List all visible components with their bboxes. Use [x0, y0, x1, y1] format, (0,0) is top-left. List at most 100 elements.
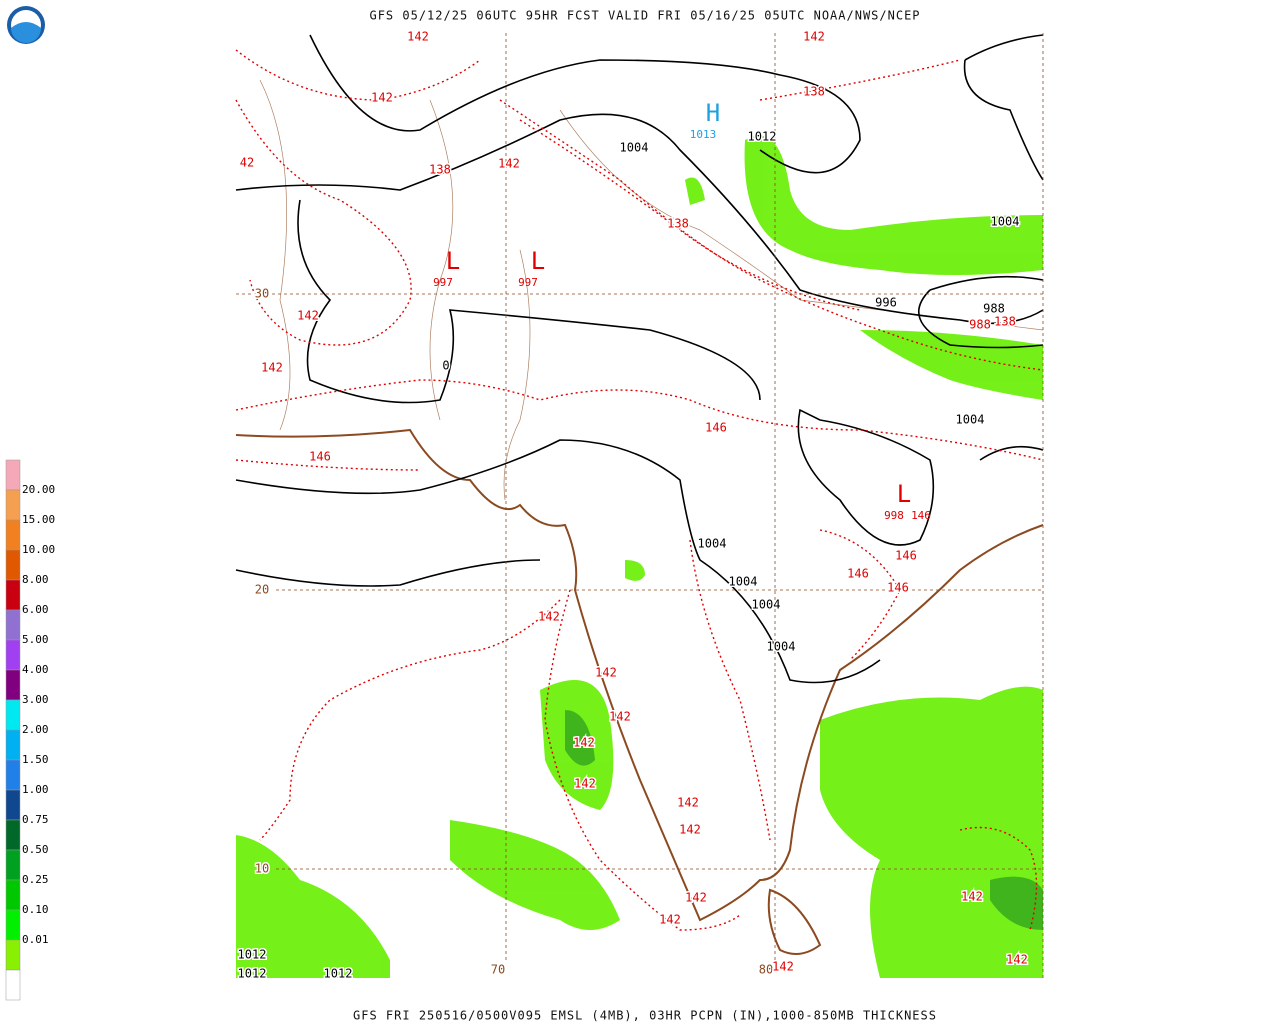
legend-swatch: [5, 879, 21, 911]
thickness-label: 138: [429, 163, 451, 177]
thickness-label: 142: [679, 823, 701, 837]
coastline: [235, 428, 1044, 955]
legend-label: 4.00: [22, 663, 49, 676]
legend-swatch: [5, 699, 21, 731]
legend-label: 15.00: [22, 513, 55, 526]
thickness-label: 142: [407, 30, 429, 44]
thickness-label: 142: [371, 91, 393, 105]
isobar-label: 1004: [767, 640, 796, 654]
pressure-center-symbol: L: [446, 247, 460, 275]
legend-swatch: [5, 849, 21, 881]
thickness-label: 142: [685, 891, 707, 905]
grid-label: 30: [255, 287, 269, 301]
legend-swatch: [5, 939, 21, 971]
isobar-label: 996: [875, 296, 897, 310]
thickness-label: 146: [705, 421, 727, 435]
thickness-label: 142: [659, 913, 681, 927]
thickness-label: 146: [309, 450, 331, 464]
pressure-center-value: 1013: [690, 128, 717, 141]
thickness-label: 142: [574, 777, 596, 791]
title: GFS 05/12/25 06UTC 95HR FCST VALID FRI 0…: [369, 9, 920, 23]
legend-swatch: [5, 759, 21, 791]
legend-label: 1.00: [22, 783, 49, 796]
legend-swatch: [5, 459, 21, 491]
pressure-center-value: 997: [433, 276, 453, 289]
legend-swatch: [5, 819, 21, 851]
precip-areas: [236, 135, 1043, 978]
pressure-center-value: 998: [884, 509, 904, 522]
legend-swatch: [5, 669, 21, 701]
legend-label: 0.50: [22, 843, 49, 856]
isobar-label: 1004: [698, 537, 727, 551]
legend-label: 20.00: [22, 483, 55, 496]
legend-swatch: [5, 789, 21, 821]
isobar-label: 1012: [748, 130, 777, 144]
map: 30 20 10 70 80 1004 1012 1004 996 988 1004 1004 1004…: [235, 28, 1044, 982]
legend-label: 3.00: [22, 693, 49, 706]
thickness-label: 142: [677, 796, 699, 810]
legend-swatch: [5, 639, 21, 671]
thickness-label: 142: [803, 30, 825, 44]
legend-label: 1.50: [22, 753, 49, 766]
isobar-label: 1012: [238, 967, 267, 981]
isobar-label: 1012: [324, 967, 353, 981]
legend-label: 0.75: [22, 813, 49, 826]
legend-label: 6.00: [22, 603, 49, 616]
thickness-label: 142: [772, 960, 794, 974]
pressure-center-symbol: L: [897, 480, 911, 508]
legend-label: 0.10: [22, 903, 49, 916]
thickness-contours: [235, 49, 1044, 931]
thickness-label: 142: [595, 666, 617, 680]
thickness-label: 138: [803, 85, 825, 99]
thickness-label: 142: [498, 157, 520, 171]
legend-swatch: [5, 729, 21, 761]
legend-label: 8.00: [22, 573, 49, 586]
isobar-label: 1012: [238, 948, 267, 962]
grid-label: 10: [255, 862, 269, 876]
legend-label: 5.00: [22, 633, 49, 646]
isobar-label: 988: [983, 302, 1005, 316]
pressure-center-symbol: L: [531, 247, 545, 275]
legend-label: 0.01: [22, 933, 49, 946]
isobar-label: 1004: [956, 413, 985, 427]
isobar-label: 1004: [991, 215, 1020, 229]
isobar-label: 1004: [620, 141, 649, 155]
thickness-label: 142: [573, 736, 595, 750]
grid-label: 20: [255, 583, 269, 597]
thickness-label: 146: [911, 509, 931, 522]
thickness-label: 138: [667, 217, 689, 231]
graticule: [236, 33, 1044, 978]
legend-swatch: [5, 549, 21, 581]
pressure-center-symbol: H: [706, 99, 720, 127]
isobars: [235, 34, 1044, 684]
legend-swatch: [5, 579, 21, 611]
thickness-label: 138: [994, 315, 1016, 329]
legend-label: 10.00: [22, 543, 55, 556]
thickness-label: 142: [261, 361, 283, 375]
thickness-label: 142: [297, 309, 319, 323]
legend-swatch: [5, 609, 21, 641]
legend-swatch: [5, 519, 21, 551]
legend: 20.00 15.00 10.00 8.00 6.00 5.00 4.00 3.00 2.00 1…: [5, 459, 55, 1001]
grid-label: 80: [759, 963, 773, 977]
logo: [7, 6, 45, 44]
legend-label: 0.25: [22, 873, 49, 886]
footer: GFS FRI 250516/0500V095 EMSL (4MB), 03HR…: [353, 1009, 937, 1023]
legend-swatch: [5, 489, 21, 521]
thickness-label: 142: [609, 710, 631, 724]
thickness-label: 146: [887, 581, 909, 595]
thickness-label: 142: [1006, 953, 1028, 967]
legend-label: 2.00: [22, 723, 49, 736]
pressure-center-value: 997: [518, 276, 538, 289]
thickness-label: 142: [538, 610, 560, 624]
legend-swatch: [5, 969, 21, 1001]
thickness-label: 42: [240, 156, 254, 170]
thickness-label: 146: [895, 549, 917, 563]
thickness-label: 988: [969, 318, 991, 332]
thickness-label: 142: [961, 890, 983, 904]
grid-label: 70: [491, 963, 505, 977]
isobar-label: 0: [442, 359, 449, 373]
legend-swatch: [5, 909, 21, 941]
thickness-label: 146: [847, 567, 869, 581]
